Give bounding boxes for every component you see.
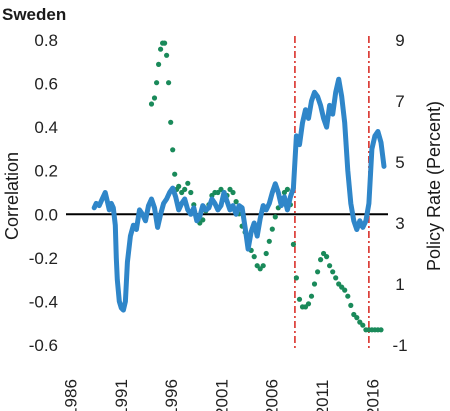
right-axis-ticks: -1 1 3 5 7 9 <box>392 31 407 355</box>
policy-rate-point <box>324 254 330 260</box>
policy-rate-point <box>327 263 333 269</box>
policy-rate-point <box>170 147 176 153</box>
y-axis-label: Correlation <box>2 152 22 240</box>
x-axis-ticks: 1986 1991 1996 2001 2006 2011 2016 <box>61 379 382 411</box>
left-tick-label: 0.2 <box>34 162 58 181</box>
left-tick-label: 0.6 <box>34 75 58 94</box>
left-tick-label: -0.2 <box>29 249 58 268</box>
y2-axis-label: Policy Rate (Percent) <box>424 101 444 271</box>
right-tick-label: 9 <box>395 31 404 50</box>
policy-rate-point <box>290 241 296 247</box>
policy-rate-point <box>330 269 336 275</box>
policy-rate-point <box>156 61 162 67</box>
x-tick-label: 2001 <box>212 379 231 411</box>
right-tick-label: 1 <box>395 275 404 294</box>
left-tick-label: -0.6 <box>29 336 58 355</box>
correlation-series <box>91 76 387 313</box>
policy-rate-point <box>200 217 206 223</box>
policy-rate-point <box>260 263 266 269</box>
x-tick-label: 1996 <box>162 379 181 411</box>
x-tick-label: 2006 <box>263 379 282 411</box>
policy-rate-point <box>293 275 299 281</box>
policy-rate-point <box>185 180 191 186</box>
left-tick-label: 0.4 <box>34 118 58 137</box>
policy-rate-point <box>308 293 315 299</box>
left-tick-label: -0.4 <box>29 292 58 311</box>
policy-rate-point <box>354 315 360 321</box>
policy-rate-point <box>154 80 160 86</box>
x-tick-label: 1986 <box>61 379 80 411</box>
policy-rate-point <box>266 238 272 244</box>
policy-rate-point <box>182 186 188 192</box>
right-tick-label: -1 <box>392 336 407 355</box>
policy-rate-point <box>284 186 290 192</box>
policy-rate-point <box>166 80 172 86</box>
policy-rate-point <box>148 101 155 107</box>
policy-rate-point <box>151 95 158 101</box>
policy-rate-point <box>348 302 354 308</box>
policy-rate-point <box>378 327 384 333</box>
policy-rate-point <box>345 293 351 299</box>
policy-rate-point <box>269 226 275 232</box>
policy-rate-point <box>315 269 321 275</box>
policy-rate-point <box>233 199 239 205</box>
policy-rate-point <box>333 275 339 281</box>
policy-rate-point <box>168 119 174 125</box>
right-tick-label: 3 <box>395 214 404 233</box>
policy-rate-point <box>360 322 366 328</box>
policy-rate-point <box>263 250 269 257</box>
policy-rate-point <box>296 296 303 302</box>
policy-rate-point <box>305 301 312 307</box>
policy-rate-point <box>251 254 257 260</box>
policy-rate-point <box>342 287 348 293</box>
left-tick-label: 0.0 <box>34 205 58 224</box>
x-tick-label: 2011 <box>313 380 332 411</box>
policy-rate-point <box>188 189 194 196</box>
vertical-markers <box>294 36 370 349</box>
x-tick-label: 2016 <box>363 379 382 411</box>
left-tick-label: 0.8 <box>34 31 58 50</box>
chart-title: Sweden <box>2 5 66 24</box>
policy-rate-point <box>164 52 170 58</box>
x-tick-label: 1991 <box>112 379 131 411</box>
policy-rate-point <box>162 40 168 46</box>
policy-rate-point <box>311 281 318 287</box>
policy-rate-point <box>176 183 182 189</box>
policy-rate-point <box>272 214 278 220</box>
policy-rate-point <box>230 189 236 196</box>
correlation-line <box>91 76 387 313</box>
policy-rate-point <box>158 46 164 52</box>
right-tick-label: 5 <box>395 153 404 172</box>
left-axis-ticks: -0.6 -0.4 -0.2 0.0 0.2 0.4 0.6 0.8 <box>29 31 58 355</box>
policy-rate-series <box>148 40 384 333</box>
right-tick-label: 7 <box>395 92 404 111</box>
policy-rate-point <box>318 257 324 263</box>
policy-rate-point <box>172 171 178 177</box>
